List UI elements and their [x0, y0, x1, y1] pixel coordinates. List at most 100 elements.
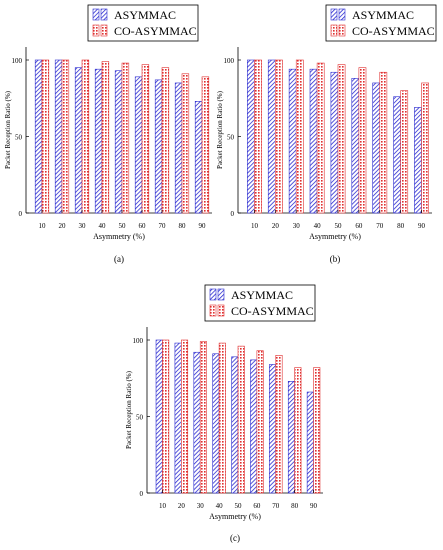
- chart-panel-2: ASYMMAC CO-ASYMMAC 0 50 100 10 20 30 40 50 60 70 80 9…: [216, 4, 437, 264]
- y-tick-label: 100: [12, 57, 23, 65]
- legend: ASYMMAC CO-ASYMMAC: [87, 4, 199, 42]
- bar-co-asymmac: [199, 341, 207, 494]
- legend-swatch: [330, 8, 338, 21]
- legend-swatch: [330, 24, 338, 37]
- bar-asymmac: [414, 107, 422, 214]
- bar-asymmac: [287, 381, 295, 494]
- x-axis-label: Asymmetry (%): [309, 232, 361, 241]
- chart-panel-3: ASYMMAC CO-ASYMMAC 0 50 100 10 20 30 40 50 60 70 80 9…: [125, 284, 323, 543]
- x-axis-label: Asymmetry (%): [93, 232, 145, 241]
- legend-swatch: [92, 24, 100, 37]
- bar-co-asymmac: [162, 339, 170, 494]
- y-tick-label: 100: [133, 337, 144, 345]
- bar-co-asymmac: [101, 61, 110, 214]
- legend-swatch: [209, 288, 217, 301]
- x-tick-label: 30: [197, 502, 205, 510]
- bar-asymmac: [154, 79, 163, 214]
- y-tick-label: 0: [140, 490, 144, 498]
- bar-co-asymmac: [316, 62, 325, 214]
- legend-swatch: [100, 24, 108, 37]
- bar-co-asymmac: [275, 59, 283, 214]
- panel-label: (a): [114, 254, 124, 264]
- bar-asymmac: [174, 82, 183, 214]
- x-tick-label: 80: [179, 222, 187, 230]
- x-tick-label: 30: [293, 222, 301, 230]
- legend-entry: ASYMMAC: [231, 288, 293, 302]
- x-tick-label: 20: [272, 222, 280, 230]
- bar-asymmac: [134, 76, 143, 214]
- x-tick-label: 40: [216, 502, 224, 510]
- y-tick-label: 50: [136, 414, 144, 422]
- bar-asymmac: [309, 68, 318, 214]
- legend-entry: CO-ASYMMAC: [352, 24, 435, 38]
- x-tick-label: 70: [272, 502, 280, 510]
- legend-entry: ASYMMAC: [352, 8, 414, 22]
- bar-co-asymmac: [141, 64, 150, 214]
- bar-asymmac: [114, 70, 123, 214]
- x-tick-label: 60: [253, 502, 261, 510]
- x-tick-label: 10: [39, 222, 47, 230]
- bar-asymmac: [393, 96, 401, 214]
- bar-co-asymmac: [400, 90, 409, 214]
- bar-co-asymmac: [295, 59, 304, 214]
- bar-co-asymmac: [421, 82, 429, 214]
- legend-entry: CO-ASYMMAC: [231, 304, 314, 318]
- legend-swatch: [217, 304, 225, 317]
- panel-label: (b): [330, 254, 341, 264]
- x-tick-label: 80: [291, 502, 299, 510]
- bar-asymmac: [288, 68, 297, 214]
- legend-swatch: [100, 8, 108, 21]
- bar-co-asymmac: [41, 59, 50, 214]
- bar-co-asymmac: [237, 345, 245, 494]
- bar-asymmac: [306, 391, 314, 494]
- bar-co-asymmac: [181, 339, 189, 494]
- bar-asymmac: [372, 82, 381, 214]
- x-tick-label: 40: [314, 222, 322, 230]
- y-tick-label: 0: [231, 210, 235, 218]
- legend-entry: ASYMMAC: [114, 8, 176, 22]
- y-axis-label: Packet Reception Ratio (%): [216, 90, 224, 169]
- bar-asymmac: [155, 339, 163, 494]
- bar-asymmac: [194, 101, 203, 214]
- legend-swatch: [92, 8, 100, 21]
- bar-co-asymmac: [379, 71, 388, 214]
- x-tick-label: 70: [159, 222, 167, 230]
- x-tick-label: 50: [335, 222, 343, 230]
- bar-co-asymmac: [294, 367, 302, 494]
- bar-asymmac: [247, 59, 255, 214]
- bar-asymmac: [34, 59, 43, 214]
- bar-asymmac: [74, 67, 83, 214]
- legend-swatch: [338, 24, 346, 37]
- y-tick-label: 0: [19, 210, 23, 218]
- bar-co-asymmac: [254, 59, 262, 214]
- x-tick-label: 90: [418, 222, 426, 230]
- x-tick-label: 40: [99, 222, 107, 230]
- bar-asymmac: [174, 342, 182, 494]
- x-tick-label: 70: [376, 222, 384, 230]
- bar-co-asymmac: [81, 59, 90, 214]
- x-tick-label: 90: [310, 502, 318, 510]
- bar-asymmac: [231, 356, 239, 494]
- bar-co-asymmac: [61, 59, 70, 214]
- bar-asymmac: [351, 78, 360, 214]
- y-tick-label: 50: [227, 134, 235, 142]
- bar-co-asymmac: [201, 76, 210, 214]
- x-tick-label: 20: [59, 222, 67, 230]
- bar-asymmac: [193, 351, 201, 494]
- bar-asymmac: [54, 59, 63, 214]
- legend-swatch: [338, 8, 346, 21]
- x-tick-label: 90: [199, 222, 207, 230]
- x-tick-label: 60: [355, 222, 363, 230]
- legend-entry: CO-ASYMMAC: [114, 24, 197, 38]
- chart-panel-1: ASYMMAC CO-ASYMMAC 0 50 100 10 20 30 40 50 60 70 80 9…: [4, 4, 212, 264]
- bar-asymmac: [94, 68, 103, 214]
- bar-asymmac: [267, 59, 276, 214]
- bar-asymmac: [330, 71, 339, 214]
- y-axis-label: Packet Reception Ratio (%): [125, 370, 133, 449]
- bar-co-asymmac: [313, 367, 321, 494]
- x-tick-label: 50: [119, 222, 127, 230]
- panel-label: (c): [230, 533, 240, 543]
- legend-swatch: [209, 304, 217, 317]
- bar-co-asymmac: [358, 67, 367, 214]
